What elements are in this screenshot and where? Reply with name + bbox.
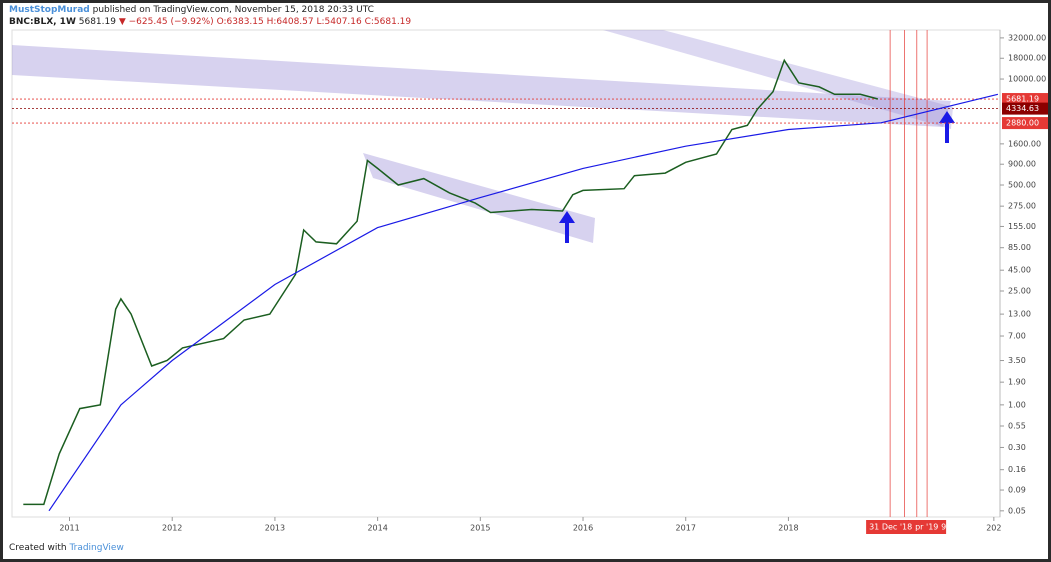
y-tick-label: 1600.00 bbox=[1008, 139, 1041, 148]
date-label-box bbox=[866, 520, 947, 534]
last: 5681.19 bbox=[78, 17, 116, 27]
y-tick-label: 7.00 bbox=[1008, 332, 1026, 341]
y-tick-label: 25.00 bbox=[1008, 286, 1031, 295]
publish-line: MustStopMurad published on TradingView.c… bbox=[9, 5, 374, 15]
y-tick-label: 0.09 bbox=[1008, 486, 1026, 495]
price-label-box bbox=[1002, 93, 1048, 106]
x-tick-label: 2017 bbox=[676, 524, 696, 533]
y-tick-label: 0.05 bbox=[1008, 506, 1026, 515]
screenshot: MustStopMurad published on TradingView.c… bbox=[3, 3, 1048, 559]
price-label: 4334.63 bbox=[1006, 104, 1039, 113]
y-tick-label: 1.00 bbox=[1008, 400, 1026, 409]
date-label: 9 bbox=[941, 523, 946, 532]
y-tick-label: 13.00 bbox=[1008, 310, 1031, 319]
author: MustStopMurad bbox=[9, 5, 90, 15]
chart: 32000.00 18000.00 10000.00 1600.00 900.00 500… bbox=[11, 29, 1048, 534]
footer: Created with TradingView bbox=[9, 543, 124, 553]
x-tick-label: 2015 bbox=[470, 524, 490, 533]
date-label: pr '19 bbox=[915, 523, 938, 532]
change: ▼ −625.45 (−9.92%) bbox=[118, 17, 214, 27]
ohlc: O:6383.15 H:6408.57 L:5407.16 C:5681.19 bbox=[216, 17, 412, 27]
published: published on TradingView.com, November 1… bbox=[92, 5, 374, 15]
price-line-series bbox=[23, 58, 878, 506]
y-tick-label: 900.00 bbox=[1008, 160, 1036, 169]
y-tick-label: 3.50 bbox=[1008, 356, 1026, 365]
date-label: 31 Dec '18 bbox=[869, 523, 912, 532]
price-label: 2880.00 bbox=[1006, 119, 1039, 128]
channel bbox=[12, 45, 951, 127]
y-tick-label: 10000.00 bbox=[1008, 75, 1046, 84]
created: Created with bbox=[9, 543, 67, 553]
symbol-line: BNC:BLX, 1W 5681.19 ▼ −625.45 (−9.92%) O… bbox=[9, 17, 411, 27]
arrow bbox=[939, 111, 955, 143]
brand: TradingView bbox=[69, 543, 124, 553]
y-tick-label: 275.00 bbox=[1008, 202, 1036, 211]
y-tick-label: 45.00 bbox=[1008, 266, 1031, 275]
y-tick-label: 500.00 bbox=[1008, 181, 1036, 190]
price-label: 5681.19 bbox=[1006, 95, 1039, 104]
x-tick-label: 2016 bbox=[573, 524, 593, 533]
x-tick-label: 2013 bbox=[265, 524, 285, 533]
price-line-series bbox=[48, 93, 999, 512]
y-tick-label: 85.00 bbox=[1008, 243, 1031, 252]
y-tick-label: 0.55 bbox=[1008, 422, 1026, 431]
x-tick-label: 2011 bbox=[59, 524, 79, 533]
y-tick-label: 1.90 bbox=[1008, 378, 1026, 387]
x-tick-label: 202 bbox=[986, 524, 1001, 533]
y-tick-label: 155.00 bbox=[1008, 222, 1036, 231]
y-tick-label: 0.16 bbox=[1008, 465, 1026, 474]
y-tick-label: 0.30 bbox=[1008, 443, 1026, 452]
x-tick-label: 2014 bbox=[367, 524, 387, 533]
x-tick-label: 2018 bbox=[778, 524, 798, 533]
x-tick-label: 2012 bbox=[162, 524, 182, 533]
y-tick-label: 18000.00 bbox=[1008, 54, 1046, 63]
y-tick-label: 32000.00 bbox=[1008, 33, 1046, 42]
arrow bbox=[559, 211, 575, 243]
symbol: BNC:BLX, 1W bbox=[9, 17, 76, 27]
price-label-box bbox=[1002, 102, 1048, 115]
price-label-box bbox=[1002, 117, 1048, 130]
